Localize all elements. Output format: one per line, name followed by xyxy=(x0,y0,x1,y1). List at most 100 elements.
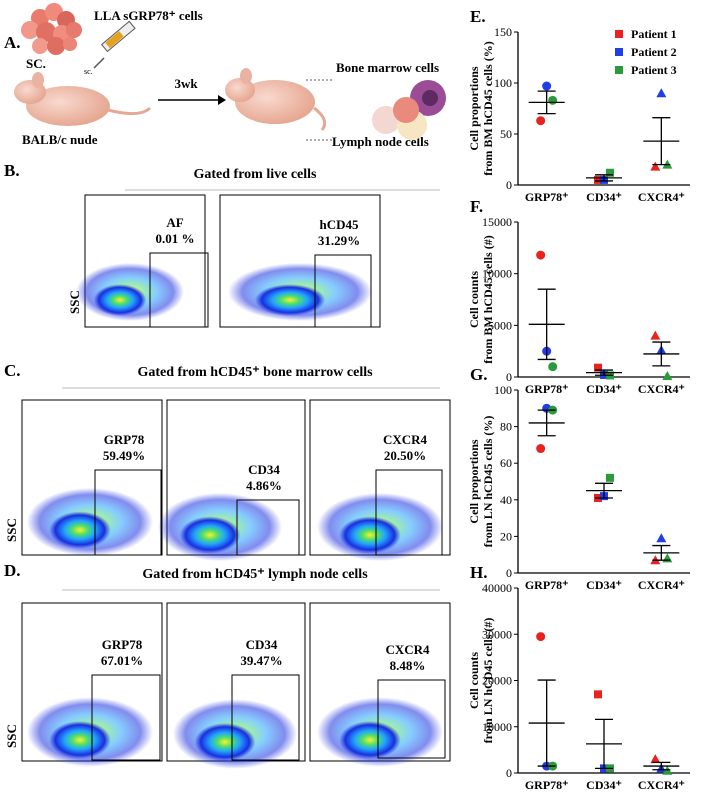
cells-label: LLA sGRP78⁺ cells xyxy=(94,8,203,23)
point xyxy=(536,250,546,260)
gate-percent: 20.50% xyxy=(384,448,426,463)
point xyxy=(606,473,614,482)
x-tick-label: CD34⁺ xyxy=(586,778,622,792)
point xyxy=(594,175,602,184)
mouse-left xyxy=(14,72,152,126)
y-axis-label: from BM hCD45 cells (#) xyxy=(481,235,495,363)
density-core xyxy=(49,721,111,759)
interval-label: 3wk xyxy=(174,76,198,91)
y-tick-label: 10000 xyxy=(482,267,512,281)
point xyxy=(650,330,661,340)
x-tick-label: GRP78⁺ xyxy=(525,190,569,204)
y-axis-label: from BM hCD45 cells (%) xyxy=(481,41,495,175)
cell-cluster xyxy=(21,3,82,55)
gate-name: CD34 xyxy=(248,462,280,477)
x-tick-label: CXCR4⁺ xyxy=(638,578,685,592)
gate xyxy=(375,469,443,556)
gate xyxy=(91,674,161,761)
panel-label: G. xyxy=(470,365,487,384)
gate-percent: 31.29% xyxy=(318,233,360,248)
gate-percent: 0.01 % xyxy=(156,231,195,246)
cell-icons xyxy=(372,80,446,140)
gate-name: GRP78 xyxy=(102,637,143,652)
gate-name: CXCR4 xyxy=(385,642,430,657)
y-tick-label: 100 xyxy=(494,76,512,90)
density-core xyxy=(339,721,401,759)
point xyxy=(536,632,546,642)
bm-label: Bone marrow cells xyxy=(336,60,439,75)
gate-percent: 8.48% xyxy=(390,658,426,673)
point xyxy=(542,81,552,91)
legend-label: Patient 1 xyxy=(631,27,677,41)
gate-percent: 67.01% xyxy=(101,653,143,668)
panel-label: A. xyxy=(4,33,21,52)
y-axis-label: Cell counts xyxy=(467,652,481,709)
gate xyxy=(377,679,446,759)
panel-a: A. LLA sGRP78⁺ cells SC. sc. BALB/c nude… xyxy=(4,3,446,149)
x-tick-label: CD34⁺ xyxy=(586,190,622,204)
point xyxy=(536,444,546,454)
panel-label: E. xyxy=(470,7,486,26)
y-tick-label: 20000 xyxy=(482,674,512,688)
y-axis-label: Cell proportions xyxy=(467,439,481,523)
gate xyxy=(231,674,300,761)
gate-name: hCD45 xyxy=(319,217,359,232)
x-tick-label: GRP78⁺ xyxy=(525,578,569,592)
syringe-label: sc. xyxy=(84,67,93,76)
y-axis-label: from LN hCD45 cells (#) xyxy=(481,618,495,744)
point xyxy=(606,168,614,177)
mouse-right xyxy=(225,68,327,131)
gate-name: AF xyxy=(166,215,183,230)
x-tick-label: CXCR4⁺ xyxy=(638,382,685,396)
y-tick-label: 20 xyxy=(500,529,512,543)
panel-label: B. xyxy=(4,161,20,180)
y-tick-label: 60 xyxy=(500,456,512,470)
gate xyxy=(236,499,300,556)
y-tick-label: 5000 xyxy=(488,318,512,332)
y-tick-label: 80 xyxy=(500,420,512,434)
x-tick-label: GRP78⁺ xyxy=(525,778,569,792)
point xyxy=(548,95,558,105)
density-core xyxy=(194,723,256,761)
gate-name: CXCR4 xyxy=(383,432,428,447)
legend-swatch xyxy=(615,48,623,56)
panel-label: C. xyxy=(4,361,21,380)
y-tick-label: 40000 xyxy=(482,581,512,595)
density-core xyxy=(254,284,326,316)
y-axis-label: from LN hCD45 cells (%) xyxy=(481,416,495,548)
gate xyxy=(149,252,209,328)
y-axis-label: SSC xyxy=(4,518,19,542)
panel-label: H. xyxy=(470,563,487,582)
panel-label: D. xyxy=(4,561,21,580)
x-tick-label: CXCR4⁺ xyxy=(638,190,685,204)
site-label: SC. xyxy=(26,56,46,71)
point xyxy=(536,116,546,126)
y-tick-label: 0 xyxy=(506,370,512,384)
density-core xyxy=(339,516,401,554)
y-axis-label: Cell counts xyxy=(467,271,481,328)
y-tick-label: 50 xyxy=(500,127,512,141)
point xyxy=(650,161,661,171)
density-core xyxy=(49,511,111,549)
point xyxy=(548,362,558,372)
y-tick-label: 100 xyxy=(494,383,512,397)
y-tick-label: 30000 xyxy=(482,627,512,641)
point xyxy=(594,363,602,372)
panel-title: Gated from hCD45⁺ bone marrow cells xyxy=(137,365,373,380)
panel-title: Gated from live cells xyxy=(194,167,318,182)
y-tick-label: 0 xyxy=(506,178,512,192)
gate-percent: 39.47% xyxy=(240,653,282,668)
legend-label: Patient 2 xyxy=(631,45,677,59)
y-tick-label: 0 xyxy=(506,766,512,780)
legend-label: Patient 3 xyxy=(631,63,677,77)
gate-name: GRP78 xyxy=(104,432,145,447)
point xyxy=(650,754,661,764)
x-tick-label: CD34⁺ xyxy=(586,578,622,592)
arrowhead xyxy=(218,95,226,105)
panel-title: Gated from hCD45⁺ lymph node cells xyxy=(142,567,368,582)
panel-label: F. xyxy=(470,197,483,216)
point xyxy=(594,690,602,699)
